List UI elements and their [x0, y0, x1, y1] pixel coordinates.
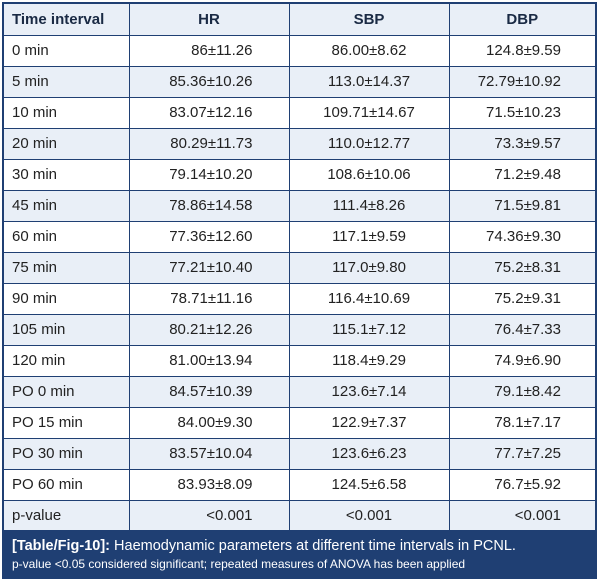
cell-dbp: 71.5±9.81 — [449, 190, 595, 222]
cell-hr: 78.71±11.16 — [129, 283, 290, 315]
cell-dbp: 75.2±8.31 — [449, 252, 595, 284]
table-row: PO 30 min 83.57±10.04 123.6±6.23 77.7±7.25 — [4, 438, 595, 470]
cell-sbp: 123.6±7.14 — [289, 376, 450, 408]
cell-time-interval: PO 30 min — [4, 438, 130, 470]
cell-sbp: 86.00±8.62 — [289, 35, 450, 67]
cell-time-interval: PO 60 min — [4, 469, 130, 501]
cell-sbp: <0.001 — [289, 500, 450, 531]
cell-hr: 80.29±11.73 — [129, 128, 290, 160]
table-row: 20 min 80.29±11.73 110.0±12.77 73.3±9.57 — [4, 128, 595, 160]
cell-time-interval: 5 min — [4, 66, 130, 98]
cell-dbp: 71.2±9.48 — [449, 159, 595, 191]
cell-hr: 79.14±10.20 — [129, 159, 290, 191]
cell-sbp: 115.1±7.12 — [289, 314, 450, 346]
cell-dbp: 76.4±7.33 — [449, 314, 595, 346]
table-row: 105 min 80.21±12.26 115.1±7.12 76.4±7.33 — [4, 314, 595, 346]
cell-sbp: 123.6±6.23 — [289, 438, 450, 470]
caption-title: Haemodynamic parameters at different tim… — [110, 538, 516, 554]
cell-time-interval: 105 min — [4, 314, 130, 346]
cell-sbp: 118.4±9.29 — [289, 345, 450, 377]
cell-dbp: 75.2±9.31 — [449, 283, 595, 315]
cell-time-interval: 10 min — [4, 97, 130, 129]
cell-hr: 77.36±12.60 — [129, 221, 290, 253]
cell-dbp: 74.36±9.30 — [449, 221, 595, 253]
cell-time-interval: PO 0 min — [4, 376, 130, 408]
cell-dbp: 124.8±9.59 — [449, 35, 595, 67]
cell-sbp: 117.0±9.80 — [289, 252, 450, 284]
cell-dbp: 77.7±7.25 — [449, 438, 595, 470]
header-sbp: SBP — [289, 4, 450, 36]
cell-dbp: 72.79±10.92 — [449, 66, 595, 98]
cell-sbp: 111.4±8.26 — [289, 190, 450, 222]
cell-dbp: 79.1±8.42 — [449, 376, 595, 408]
cell-sbp: 117.1±9.59 — [289, 221, 450, 253]
cell-sbp: 113.0±14.37 — [289, 66, 450, 98]
haemodynamic-table: Time interval HR SBP DBP 0 min 86±11.26 86… — [4, 4, 595, 531]
cell-time-interval: 90 min — [4, 283, 130, 315]
cell-hr: 86±11.26 — [129, 35, 290, 67]
cell-sbp: 109.71±14.67 — [289, 97, 450, 129]
table-row: p-value <0.001 <0.001 <0.001 — [4, 500, 595, 531]
cell-sbp: 124.5±6.58 — [289, 469, 450, 501]
cell-hr: 85.36±10.26 — [129, 66, 290, 98]
header-dbp: DBP — [449, 4, 595, 36]
table-body: 0 min 86±11.26 86.00±8.62 124.8±9.59 5 min 85… — [4, 35, 595, 531]
table-row: 10 min 83.07±12.16 109.71±14.67 71.5±10.23 — [4, 97, 595, 129]
cell-hr: 84.57±10.39 — [129, 376, 290, 408]
cell-time-interval: 120 min — [4, 345, 130, 377]
caption-title-line: [Table/Fig-10]: Haemodynamic parameters … — [12, 538, 585, 555]
table-row: PO 0 min 84.57±10.39 123.6±7.14 79.1±8.42 — [4, 376, 595, 408]
table-row: 30 min 79.14±10.20 108.6±10.06 71.2±9.48 — [4, 159, 595, 191]
cell-sbp: 116.4±10.69 — [289, 283, 450, 315]
cell-dbp: 76.7±5.92 — [449, 469, 595, 501]
cell-hr: <0.001 — [129, 500, 290, 531]
table-row: 5 min 85.36±10.26 113.0±14.37 72.79±10.92 — [4, 66, 595, 98]
caption-note: p-value <0.05 considered significant; re… — [12, 557, 466, 571]
cell-hr: 83.93±8.09 — [129, 469, 290, 501]
table-row: 75 min 77.21±10.40 117.0±9.80 75.2±8.31 — [4, 252, 595, 284]
cell-time-interval: 45 min — [4, 190, 130, 222]
cell-time-interval: 0 min — [4, 35, 130, 67]
table-row: 45 min 78.86±14.58 111.4±8.26 71.5±9.81 — [4, 190, 595, 222]
cell-time-interval: 20 min — [4, 128, 130, 160]
cell-hr: 78.86±14.58 — [129, 190, 290, 222]
cell-hr: 77.21±10.40 — [129, 252, 290, 284]
cell-time-interval: p-value — [4, 500, 130, 531]
table-row: PO 15 min 84.00±9.30 122.9±7.37 78.1±7.17 — [4, 407, 595, 439]
header-hr: HR — [129, 4, 290, 36]
cell-hr: 80.21±12.26 — [129, 314, 290, 346]
table-header-row: Time interval HR SBP DBP — [4, 4, 595, 36]
cell-hr: 83.57±10.04 — [129, 438, 290, 470]
caption-tag: [Table/Fig-10]: — [12, 538, 111, 554]
table-row: 90 min 78.71±11.16 116.4±10.69 75.2±9.31 — [4, 283, 595, 315]
cell-dbp: 78.1±7.17 — [449, 407, 595, 439]
cell-sbp: 108.6±10.06 — [289, 159, 450, 191]
cell-time-interval: 75 min — [4, 252, 130, 284]
cell-hr: 84.00±9.30 — [129, 407, 290, 439]
cell-time-interval: PO 15 min — [4, 407, 130, 439]
cell-dbp: 73.3±9.57 — [449, 128, 595, 160]
cell-time-interval: 30 min — [4, 159, 130, 191]
cell-dbp: 74.9±6.90 — [449, 345, 595, 377]
cell-dbp: <0.001 — [449, 500, 595, 531]
table-row: 60 min 77.36±12.60 117.1±9.59 74.36±9.30 — [4, 221, 595, 253]
table-row: 120 min 81.00±13.94 118.4±9.29 74.9±6.90 — [4, 345, 595, 377]
cell-hr: 81.00±13.94 — [129, 345, 290, 377]
cell-time-interval: 60 min — [4, 221, 130, 253]
table-row: PO 60 min 83.93±8.09 124.5±6.58 76.7±5.92 — [4, 469, 595, 501]
cell-hr: 83.07±12.16 — [129, 97, 290, 129]
cell-sbp: 122.9±7.37 — [289, 407, 450, 439]
table-row: 0 min 86±11.26 86.00±8.62 124.8±9.59 — [4, 35, 595, 67]
cell-sbp: 110.0±12.77 — [289, 128, 450, 160]
figure-caption: [Table/Fig-10]: Haemodynamic parameters … — [4, 530, 595, 577]
header-time-interval: Time interval — [4, 4, 130, 36]
cell-dbp: 71.5±10.23 — [449, 97, 595, 129]
